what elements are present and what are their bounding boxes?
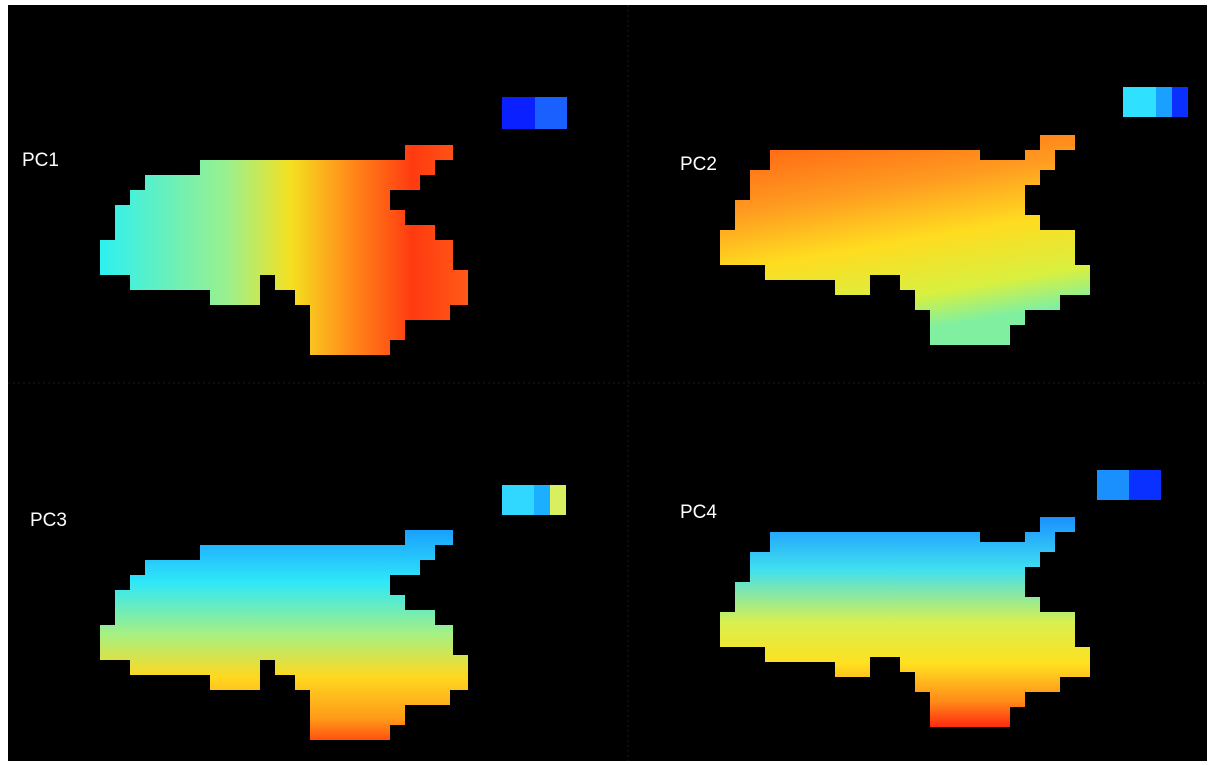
pc3-swatch xyxy=(502,485,566,515)
panel-label: PC3 xyxy=(30,510,67,531)
panel-label: PC2 xyxy=(680,154,717,175)
pc2-swatch xyxy=(1123,87,1188,117)
panel-label: PC1 xyxy=(22,150,59,171)
pc1-swatch xyxy=(502,97,567,129)
panel-label: PC4 xyxy=(680,502,717,523)
pc4-swatch xyxy=(1097,470,1161,500)
